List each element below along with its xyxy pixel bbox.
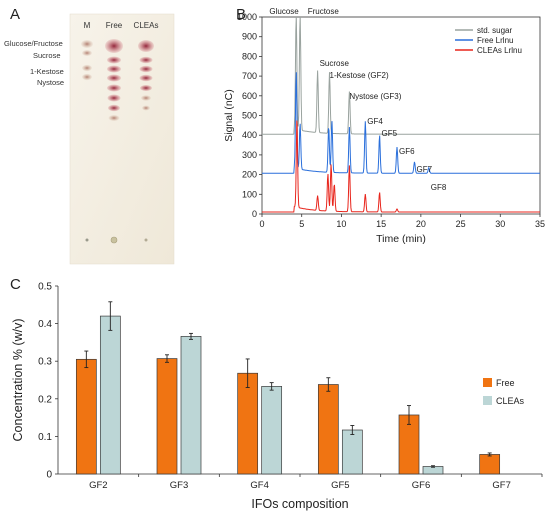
x-tick-label: 10 (336, 219, 346, 229)
bar-cleas (99, 315, 121, 475)
series-line-2 (262, 120, 540, 213)
legend-swatch (483, 378, 492, 387)
y-tick-label: 600 (242, 91, 257, 101)
bar-free (237, 372, 259, 475)
x-tick-label: GF5 (331, 480, 349, 491)
peak-label: Fructose (308, 7, 340, 16)
peak-label: Nystose (GF3) (349, 92, 401, 101)
y-tick-label: 700 (242, 71, 257, 81)
spot-label-glucose-fructose: Glucose/Fructose (4, 39, 63, 48)
y-tick-label: 400 (242, 130, 257, 140)
peak-label: 1-Kestose (GF2) (330, 71, 389, 80)
lane-label-free: Free (105, 21, 123, 30)
y-tick-label: 0.4 (38, 319, 52, 330)
y-tick-label: 300 (242, 150, 257, 160)
x-tick-label: GF3 (170, 480, 188, 491)
panel-a-letter: A (10, 6, 21, 23)
peak-label: Sucrose (320, 59, 350, 68)
y-tick-label: 0.5 (38, 282, 52, 293)
series-line-1 (262, 72, 540, 174)
peak-label: GF8 (431, 183, 447, 192)
peak-label: GF4 (367, 117, 383, 126)
y-tick-label: 100 (242, 189, 257, 199)
y-axis-title: Signal (nC) (223, 89, 235, 142)
y-tick-label: 0.2 (38, 394, 52, 405)
y-tick-label: 0.3 (38, 357, 52, 368)
y-tick-label: 0.1 (38, 432, 52, 443)
y-axis-title: Concentration % (w/v) (11, 319, 25, 442)
lane-label-m: M (83, 21, 91, 30)
y-tick-label: 900 (242, 32, 257, 42)
peak-label: GF7 (417, 165, 433, 174)
lane-label-cleas: CLEAs (133, 21, 159, 30)
x-tick-label: 0 (259, 219, 264, 229)
y-tick-label: 1000 (237, 12, 257, 22)
y-tick-label: 0 (46, 470, 52, 481)
x-tick-label: GF4 (250, 480, 268, 491)
peak-label: Glucose (269, 7, 299, 16)
legend-label: CLEAs Lrlnu (477, 46, 522, 55)
y-tick-label: 500 (242, 111, 257, 121)
bar-free (317, 384, 339, 475)
legend-label: Free (496, 378, 515, 388)
peak-label: GF5 (382, 129, 398, 138)
legend-label: std. sugar (477, 26, 512, 35)
panel-b-letter: B (236, 6, 247, 23)
peak-label: GF6 (399, 147, 415, 156)
spot-label-nystose: Nystose (37, 78, 65, 87)
x-tick-label: GF7 (492, 480, 510, 491)
tlc-panel: M Free CLEAs Glucose/Fructose Sucrose 1-… (0, 0, 215, 270)
y-tick-label: 0 (252, 209, 257, 219)
bar-free (479, 454, 501, 475)
panel-c-letter: C (10, 276, 21, 293)
spot-label-sucrose: Sucrose (33, 51, 61, 60)
y-tick-label: 800 (242, 51, 257, 61)
x-axis-title: IFOs composition (251, 497, 348, 511)
legend-label: Free Lrlnu (477, 36, 513, 45)
x-tick-label: 35 (535, 219, 545, 229)
bar-cleas (341, 429, 363, 475)
bar-free (156, 358, 178, 475)
x-tick-label: 25 (456, 219, 466, 229)
x-tick-label: 15 (376, 219, 386, 229)
tlc-plate-image (69, 13, 175, 265)
series-line-0 (262, 17, 540, 135)
x-tick-label: 30 (495, 219, 505, 229)
bar-cleas (261, 386, 283, 475)
x-axis-title: Time (min) (376, 233, 426, 245)
bar-free (75, 358, 97, 475)
spot-label-1-kestose: 1-Kestose (30, 67, 64, 76)
x-tick-label: 5 (299, 219, 304, 229)
bar-cleas (180, 336, 202, 475)
chromatogram-chart: 0 100 200 300 400 500 600 700 800 900 1000 0 5 10 15 20… (223, 7, 545, 245)
x-tick-label: GF6 (412, 480, 430, 491)
x-tick-label: GF2 (89, 480, 107, 491)
legend-swatch (483, 396, 492, 405)
legend-label: CLEAs (496, 396, 525, 406)
x-tick-label: 20 (416, 219, 426, 229)
y-tick-label: 200 (242, 170, 257, 180)
